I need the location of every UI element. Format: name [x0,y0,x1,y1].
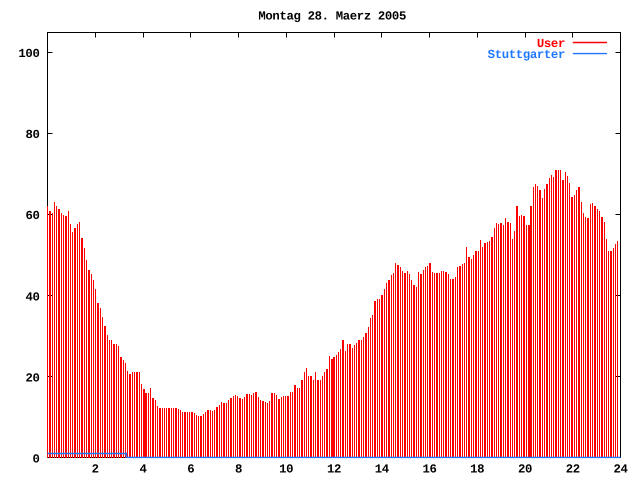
svg-text:2: 2 [92,463,99,477]
svg-text:40: 40 [25,290,39,304]
svg-text:14: 14 [375,463,390,477]
svg-text:20: 20 [518,463,532,477]
svg-text:Montag 28. Maerz 2005: Montag 28. Maerz 2005 [258,10,406,24]
svg-text:4: 4 [139,463,147,477]
svg-text:24: 24 [613,463,628,477]
svg-text:100: 100 [18,47,39,61]
svg-text:20: 20 [25,371,39,385]
svg-text:80: 80 [25,128,39,142]
svg-text:8: 8 [235,463,242,477]
svg-text:22: 22 [566,463,580,477]
svg-text:Stuttgarter: Stuttgarter [488,48,565,62]
svg-text:12: 12 [327,463,341,477]
svg-text:6: 6 [187,463,194,477]
svg-text:16: 16 [422,463,436,477]
svg-text:0: 0 [32,453,39,467]
svg-text:User: User [537,37,565,51]
svg-text:10: 10 [279,463,293,477]
svg-text:18: 18 [470,463,484,477]
svg-text:60: 60 [25,209,39,223]
